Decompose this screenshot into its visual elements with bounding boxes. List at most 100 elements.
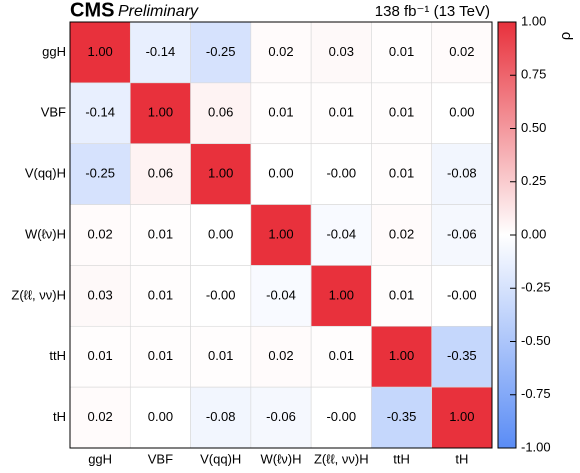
- colorbar-tick-label: 0.75: [521, 67, 546, 82]
- colorbar-tick-label: 0.00: [521, 226, 546, 241]
- x-tick-label: VBF: [148, 451, 173, 466]
- cell-label: 0.01: [329, 105, 354, 120]
- cell-label: -0.25: [206, 44, 236, 59]
- colorbar-label: ρ: [557, 32, 574, 41]
- cell: [69, 21, 131, 84]
- x-tick-label: ggH: [88, 451, 112, 466]
- x-tick-label: Z(ℓℓ, νν)H: [314, 451, 369, 466]
- cell: [69, 143, 131, 205]
- y-tick-label: VBF: [41, 105, 66, 120]
- cell: [190, 386, 252, 449]
- cell: [129, 325, 191, 388]
- cell-label: -0.06: [266, 409, 296, 424]
- cell-label: 0.02: [268, 348, 293, 363]
- cell: [129, 204, 191, 266]
- cell-label: 0.02: [389, 226, 414, 241]
- cell-label: -0.00: [326, 166, 356, 181]
- cell: [371, 82, 433, 145]
- cell: [190, 82, 252, 145]
- cell-label: 0.01: [389, 44, 414, 59]
- cell: [310, 386, 372, 449]
- cell-label: 1.00: [148, 105, 173, 120]
- cell-label: 1.00: [449, 409, 474, 424]
- cell-label: 0.00: [148, 409, 173, 424]
- x-tick-label: ttH: [393, 451, 410, 466]
- cell-label: 0.01: [389, 166, 414, 181]
- cell-label: 0.06: [148, 166, 173, 181]
- x-tick-label: W(ℓν)H: [260, 451, 301, 466]
- y-tick-label: ggH: [42, 44, 66, 59]
- cell-label: 0.01: [389, 105, 414, 120]
- cell: [69, 386, 131, 449]
- cell: [310, 325, 372, 388]
- cell-label: -0.00: [206, 287, 236, 302]
- cell-label: -0.25: [85, 166, 115, 181]
- cell-label: -0.06: [447, 226, 477, 241]
- cell: [310, 143, 372, 205]
- cell-label: 1.00: [268, 226, 293, 241]
- chart-title: CMS: [70, 0, 114, 21]
- cell-label: 0.01: [148, 226, 173, 241]
- cell: [250, 143, 312, 205]
- cell-label: -0.14: [146, 44, 176, 59]
- colorbar-tick-label: -0.25: [521, 280, 551, 295]
- cell-label: -0.00: [447, 287, 477, 302]
- cell-label: 0.01: [208, 348, 233, 363]
- cell-label: -0.35: [387, 409, 417, 424]
- plot-frame: [69, 21, 493, 449]
- cell: [431, 82, 493, 145]
- colorbar-tick-label: -1.00: [521, 439, 551, 454]
- cell-label: 0.06: [208, 105, 233, 120]
- cell: [190, 325, 252, 388]
- cell: [250, 325, 312, 388]
- cell: [69, 265, 131, 327]
- colorbar-tick-label: 1.00: [521, 13, 546, 28]
- x-tick-label: tH: [455, 451, 468, 466]
- cell: [190, 265, 252, 327]
- cell: [431, 143, 493, 205]
- cell: [250, 204, 312, 266]
- chart-subtitle: Preliminary: [118, 3, 199, 20]
- cell-label: 0.01: [329, 348, 354, 363]
- cell: [431, 386, 493, 449]
- cell: [371, 204, 433, 266]
- cell-label: -0.04: [326, 226, 356, 241]
- colorbar-tick-label: -0.75: [521, 386, 551, 401]
- cell: [190, 143, 252, 205]
- cell-label: -0.00: [326, 409, 356, 424]
- cell: [310, 21, 372, 84]
- cell-label: 0.03: [329, 44, 354, 59]
- colorbar-tick-label: 0.25: [521, 173, 546, 188]
- cell: [69, 204, 131, 266]
- cell-label: -0.08: [206, 409, 236, 424]
- y-tick-label: Z(ℓℓ, νν)H: [11, 287, 66, 302]
- cell-label: 0.01: [389, 287, 414, 302]
- cell: [250, 386, 312, 449]
- cell: [371, 21, 433, 84]
- cell-label: 1.00: [329, 287, 354, 302]
- annotation: 138 fb⁻¹ (13 TeV): [375, 3, 490, 20]
- cell-label: 1.00: [208, 166, 233, 181]
- y-tick-label: tH: [53, 409, 66, 424]
- y-tick-label: ttH: [49, 348, 66, 363]
- cell: [431, 325, 493, 388]
- cell-label: 0.03: [87, 287, 112, 302]
- cell-label: 0.01: [148, 348, 173, 363]
- cell-label: 1.00: [389, 348, 414, 363]
- cell: [431, 265, 493, 327]
- cell-label: 0.01: [87, 348, 112, 363]
- cell-label: -0.04: [266, 287, 296, 302]
- cell-label: 0.00: [268, 166, 293, 181]
- cell-label: 0.02: [87, 226, 112, 241]
- cell: [250, 21, 312, 84]
- x-tick-label: V(qq)H: [200, 451, 241, 466]
- y-tick-label: W(ℓν)H: [25, 226, 66, 241]
- colorbar-tick-label: -0.50: [521, 333, 551, 348]
- colorbar-tick-label: 0.50: [521, 120, 546, 135]
- cell: [371, 143, 433, 205]
- cell-label: -0.35: [447, 348, 477, 363]
- cell-label: -0.14: [85, 105, 115, 120]
- cell-label: 0.02: [449, 44, 474, 59]
- cell-label: 0.00: [208, 226, 233, 241]
